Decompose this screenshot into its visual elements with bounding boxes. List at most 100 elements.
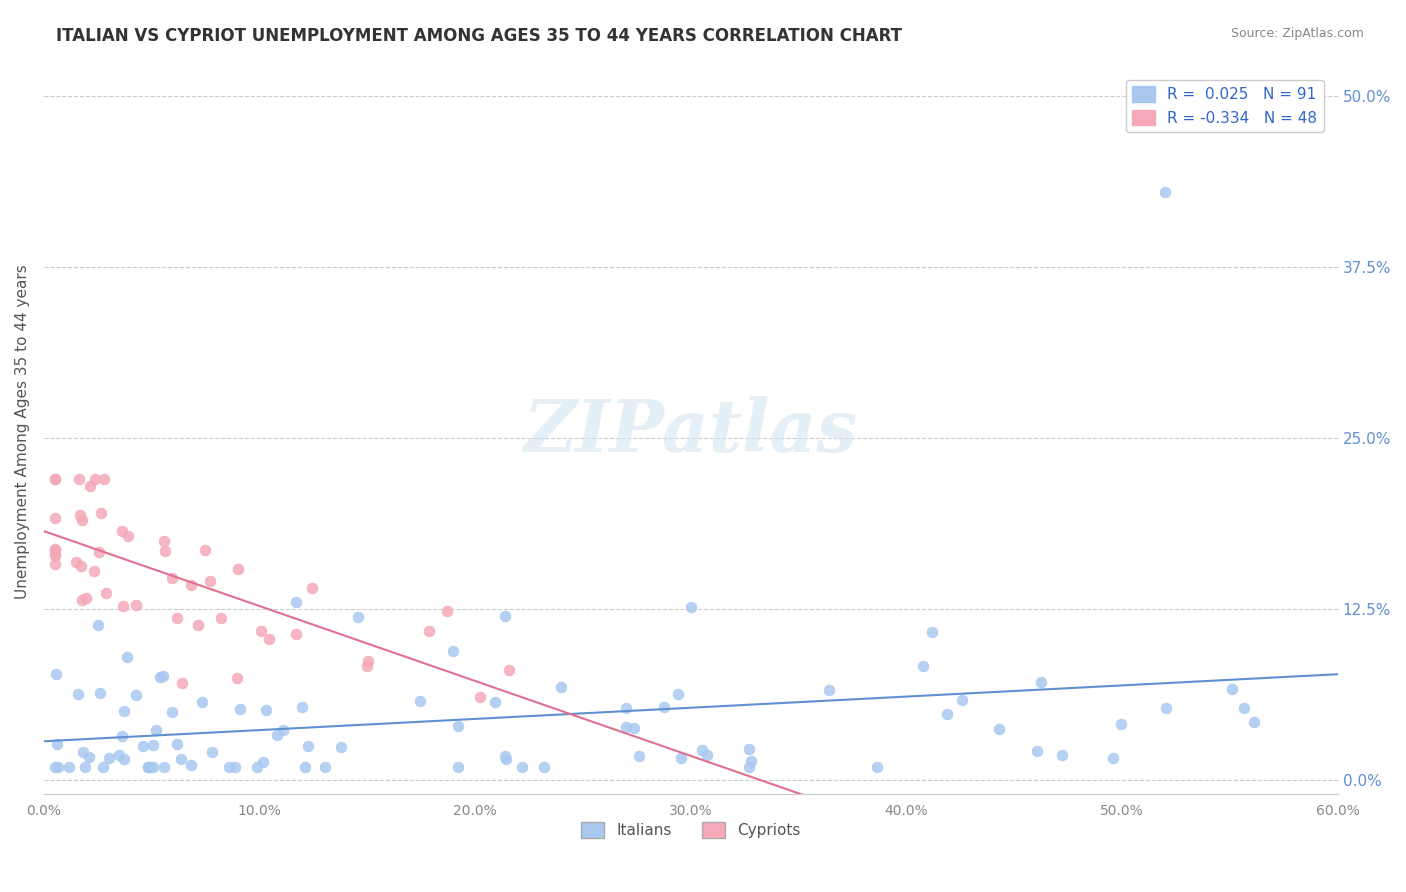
Point bbox=[162, 571, 184, 585]
Point bbox=[89, 686, 111, 700]
Point bbox=[224, 759, 246, 773]
Point bbox=[329, 740, 352, 755]
Point bbox=[623, 721, 645, 735]
Point bbox=[155, 543, 177, 558]
Point bbox=[172, 676, 194, 690]
Point bbox=[152, 669, 174, 683]
Point bbox=[46, 759, 69, 773]
Point bbox=[346, 610, 368, 624]
Point bbox=[690, 743, 713, 757]
Point bbox=[484, 695, 506, 709]
Point bbox=[44, 510, 66, 524]
Point bbox=[67, 687, 90, 701]
Point bbox=[125, 598, 148, 612]
Point bbox=[669, 751, 692, 765]
Point bbox=[740, 754, 762, 768]
Point bbox=[44, 759, 66, 773]
Point bbox=[149, 670, 172, 684]
Point bbox=[301, 581, 323, 595]
Point bbox=[1029, 675, 1052, 690]
Point bbox=[67, 472, 90, 486]
Point bbox=[108, 748, 131, 763]
Point bbox=[614, 701, 637, 715]
Point bbox=[681, 600, 703, 615]
Point bbox=[356, 658, 378, 673]
Point bbox=[111, 729, 134, 743]
Point bbox=[44, 543, 66, 558]
Point bbox=[628, 748, 651, 763]
Point bbox=[75, 759, 97, 773]
Point bbox=[90, 506, 112, 520]
Point bbox=[153, 759, 176, 773]
Point bbox=[818, 683, 841, 698]
Point bbox=[1109, 717, 1132, 731]
Point bbox=[252, 755, 274, 769]
Point bbox=[228, 562, 250, 576]
Point bbox=[97, 750, 120, 764]
Point bbox=[652, 699, 675, 714]
Point bbox=[418, 624, 440, 639]
Point bbox=[112, 599, 135, 613]
Point bbox=[441, 644, 464, 658]
Point bbox=[111, 524, 134, 538]
Point bbox=[911, 659, 934, 673]
Point bbox=[494, 609, 516, 624]
Point bbox=[142, 738, 165, 752]
Point bbox=[1220, 682, 1243, 697]
Point bbox=[357, 654, 380, 668]
Point bbox=[1050, 748, 1073, 763]
Point bbox=[166, 611, 188, 625]
Point bbox=[257, 632, 280, 647]
Point bbox=[180, 758, 202, 772]
Point bbox=[271, 723, 294, 738]
Point bbox=[738, 759, 761, 773]
Point bbox=[94, 586, 117, 600]
Point bbox=[921, 625, 943, 640]
Point bbox=[249, 624, 271, 639]
Point bbox=[58, 759, 80, 773]
Text: Source: ZipAtlas.com: Source: ZipAtlas.com bbox=[1230, 27, 1364, 40]
Point bbox=[666, 687, 689, 701]
Point bbox=[153, 534, 176, 549]
Point bbox=[218, 759, 240, 773]
Point bbox=[314, 759, 336, 773]
Point bbox=[115, 650, 138, 665]
Point bbox=[170, 752, 193, 766]
Point bbox=[79, 479, 101, 493]
Point bbox=[191, 695, 214, 709]
Point bbox=[446, 759, 468, 773]
Point bbox=[45, 666, 67, 681]
Point bbox=[69, 559, 91, 574]
Point bbox=[72, 745, 94, 759]
Point bbox=[132, 739, 155, 754]
Point bbox=[69, 508, 91, 523]
Point bbox=[1102, 751, 1125, 765]
Point bbox=[266, 728, 288, 742]
Point bbox=[1026, 744, 1049, 758]
Point bbox=[936, 707, 959, 722]
Point bbox=[44, 541, 66, 556]
Point bbox=[614, 720, 637, 734]
Legend: Italians, Cypriots: Italians, Cypriots bbox=[575, 816, 807, 845]
Point bbox=[65, 555, 87, 569]
Point bbox=[45, 737, 67, 751]
Point bbox=[125, 688, 148, 702]
Point bbox=[436, 604, 458, 618]
Point bbox=[142, 759, 165, 773]
Point bbox=[229, 701, 252, 715]
Point bbox=[166, 737, 188, 751]
Point bbox=[470, 690, 492, 705]
Point bbox=[44, 472, 66, 486]
Point bbox=[160, 705, 183, 719]
Point bbox=[187, 618, 209, 632]
Point bbox=[211, 611, 233, 625]
Point bbox=[112, 704, 135, 718]
Point bbox=[246, 759, 269, 773]
Point bbox=[89, 544, 111, 558]
Point bbox=[284, 627, 307, 641]
Point bbox=[533, 759, 555, 773]
Point bbox=[495, 752, 517, 766]
Point bbox=[950, 692, 973, 706]
Point bbox=[447, 718, 470, 732]
Text: ITALIAN VS CYPRIOT UNEMPLOYMENT AMONG AGES 35 TO 44 YEARS CORRELATION CHART: ITALIAN VS CYPRIOT UNEMPLOYMENT AMONG AG… bbox=[56, 27, 903, 45]
